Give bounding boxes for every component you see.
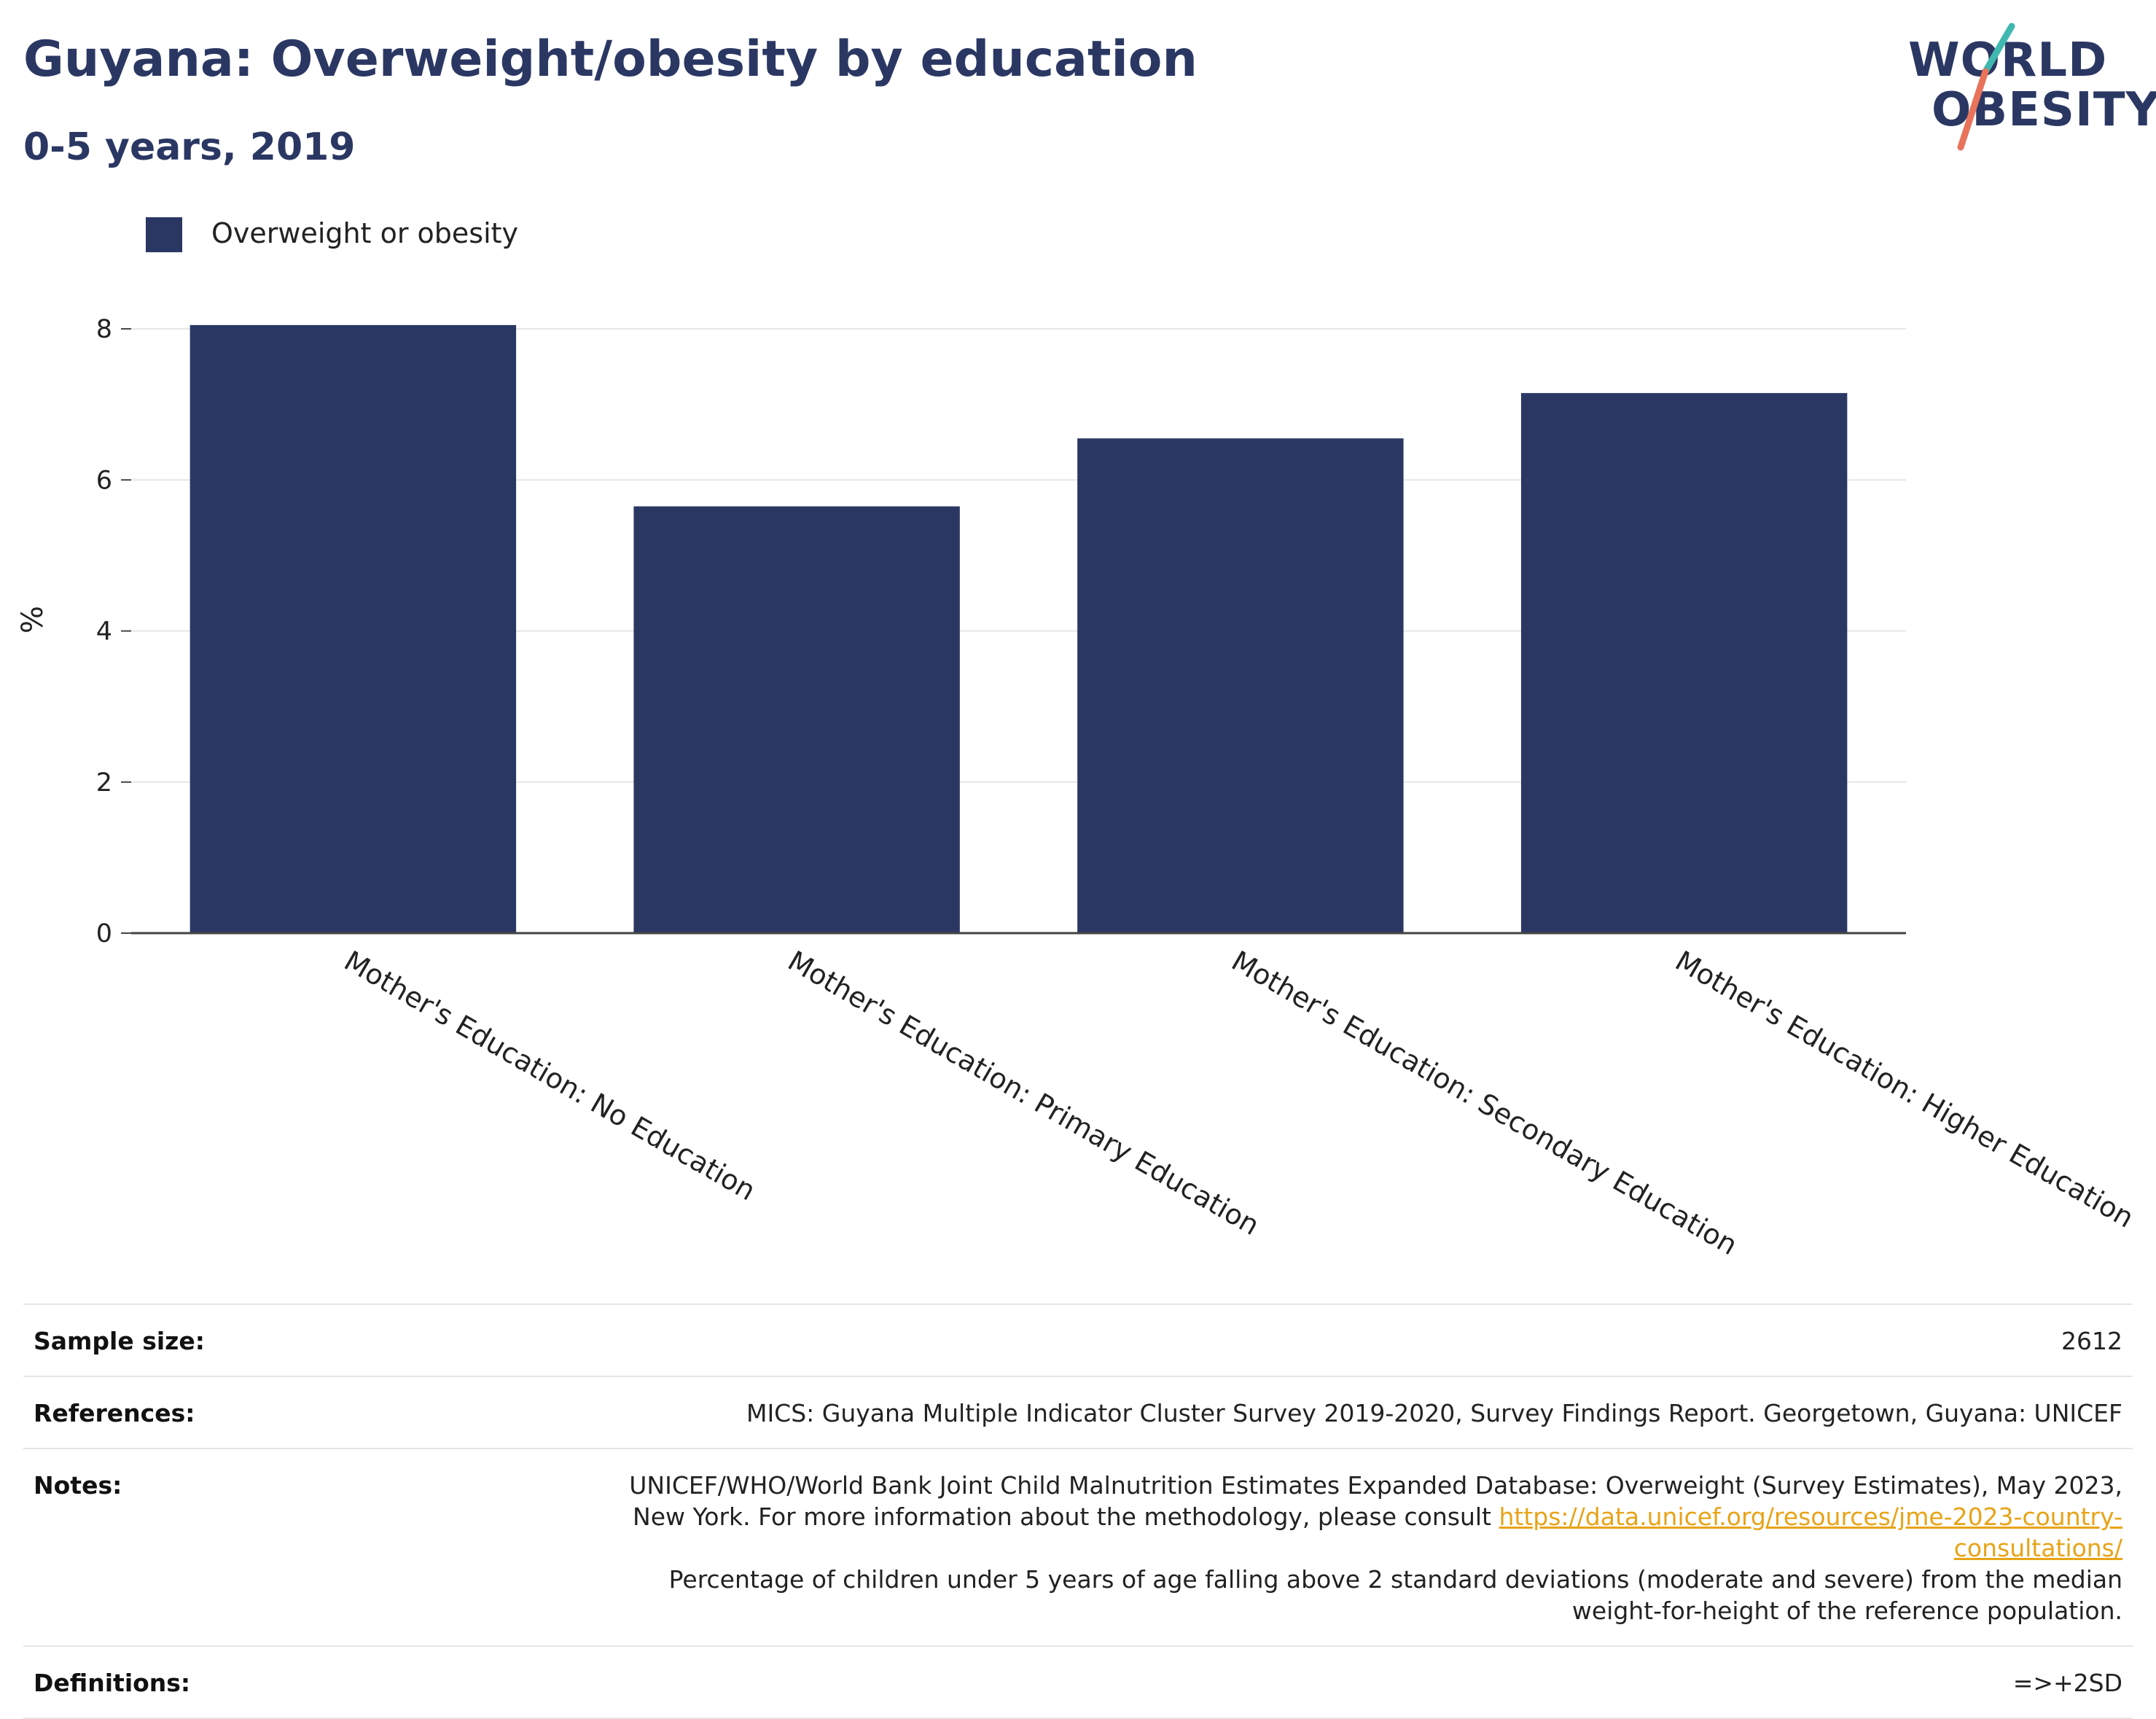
info-row-definitions: Definitions: =>+2SD xyxy=(23,1645,2133,1719)
y-tick-label: 4 xyxy=(96,617,112,647)
info-row-notes: Notes: UNICEF/WHO/World Bank Joint Child… xyxy=(23,1448,2133,1645)
notes-link[interactable]: https://data.unicef.org/resources/jme-20… xyxy=(1499,1502,2123,1562)
references-label: References: xyxy=(34,1399,195,1427)
legend-swatch xyxy=(146,217,182,252)
bar xyxy=(190,324,517,933)
notes-text-2: Percentage of children under 5 years of … xyxy=(668,1565,2122,1625)
bar-layer xyxy=(190,324,1848,933)
definitions-label: Definitions: xyxy=(34,1669,191,1697)
y-tick-label: 2 xyxy=(96,768,112,798)
x-category-label: Mother's Education: No Education xyxy=(339,945,761,1207)
axis-layer xyxy=(121,328,1906,935)
y-tick-label: 0 xyxy=(96,919,112,948)
x-category-label: Mother's Education: Higher Education xyxy=(1670,945,2139,1234)
world-obesity-logo: WORLD OBESITY xyxy=(1901,19,2156,157)
sample-size-label: Sample size: xyxy=(34,1327,205,1355)
bar xyxy=(1077,438,1404,933)
bar xyxy=(1520,393,1848,933)
x-category-label: Mother's Education: Secondary Education xyxy=(1226,945,1743,1262)
notes-value: UNICEF/WHO/World Bank Joint Child Malnut… xyxy=(628,1470,2122,1626)
y-tick-label: 8 xyxy=(96,315,112,344)
y-axis-label: % xyxy=(16,606,50,634)
notes-text-1: UNICEF/WHO/World Bank Joint Child Malnut… xyxy=(629,1471,2122,1531)
x-category-label: Mother's Education: Primary Education xyxy=(783,945,1265,1242)
references-value: MICS: Guyana Multiple Indicator Cluster … xyxy=(746,1399,2122,1427)
info-row-sample-size: Sample size: 2612 xyxy=(23,1303,2133,1376)
notes-label: Notes: xyxy=(34,1471,122,1500)
chart-subtitle: 0-5 years, 2019 xyxy=(23,125,356,169)
logo-text-line1: WORLD xyxy=(1908,34,2108,87)
chart-title: Guyana: Overweight/obesity by education xyxy=(23,31,1198,88)
sample-size-value: 2612 xyxy=(2061,1327,2122,1355)
logo-slash-icon xyxy=(1957,23,2015,151)
info-row-references: References: MICS: Guyana Multiple Indica… xyxy=(23,1376,2133,1448)
legend-label: Overweight or obesity xyxy=(211,217,519,249)
definitions-value: =>+2SD xyxy=(2012,1669,2122,1697)
y-tick-label: 6 xyxy=(96,466,112,495)
bar xyxy=(633,506,960,933)
info-table: Sample size: 2612 References: MICS: Guya… xyxy=(23,1303,2133,1719)
